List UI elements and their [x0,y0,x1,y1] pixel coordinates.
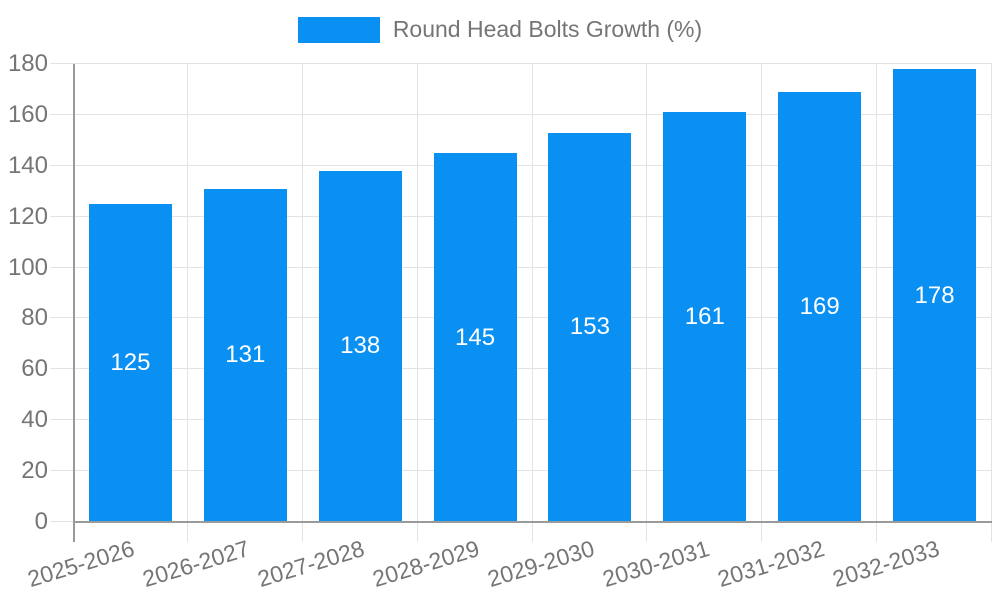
gridline-vertical [876,64,877,522]
legend-label: Round Head Bolts Growth (%) [392,16,703,42]
y-axis-label: 160 [7,100,48,128]
y-axis-label: 80 [21,304,48,332]
bar-2025-2026: 125 [88,203,172,522]
y-axis-tick [50,113,73,115]
y-axis-tick [50,164,73,166]
gridline-vertical [761,64,762,522]
bar-value-label: 161 [684,303,725,331]
y-axis-label: 180 [7,50,48,77]
bar-2029-2030: 153 [548,132,632,522]
bar-value-label: 145 [455,323,496,351]
y-axis-label: 0 [34,508,48,535]
y-axis-tick [50,215,73,217]
y-axis-line [73,64,75,542]
gridline-vertical [302,64,303,522]
bar-2027-2028: 138 [318,170,402,522]
y-axis-label: 100 [7,253,48,281]
y-axis-tick [50,419,73,421]
x-axis-line [73,521,992,523]
x-axis-tick [991,522,992,542]
bar-value-label: 131 [225,341,266,369]
y-axis-label: 120 [7,202,48,230]
x-axis-tick [761,522,762,542]
y-axis-tick [50,368,73,370]
bar-value-label: 169 [799,293,840,320]
y-axis-label: 60 [21,355,48,383]
bar-2030-2031: 161 [663,112,747,522]
y-axis-tick [50,470,73,472]
gridline-vertical [646,64,647,522]
bar-value-label: 178 [914,281,955,309]
gridline-vertical [532,64,533,522]
bar-2028-2029: 145 [433,153,517,522]
legend[interactable]: Round Head Bolts Growth (%) [0,16,1000,43]
gridline-vertical [187,64,188,522]
y-axis-tick [50,63,73,64]
bar-value-label: 125 [110,348,151,376]
plot-area: 0 20 40 60 80 100 120 140 160 180 125 131 138 145 153 1… [8,52,992,592]
x-axis-tick [302,522,303,542]
y-axis-label: 40 [21,406,48,434]
legend-swatch [297,16,380,43]
y-axis-tick [50,521,73,522]
y-axis-label: 20 [21,457,48,485]
bar-value-label: 153 [569,313,610,341]
bar-2026-2027: 131 [203,188,287,522]
x-axis-tick [646,522,647,542]
x-axis-tick [876,522,877,542]
y-axis-tick [50,266,73,268]
bar-value-label: 138 [340,332,381,360]
y-axis-tick [50,317,73,319]
bar-2032-2033: 178 [893,69,977,522]
y-axis-label: 140 [7,151,48,179]
gridline-vertical [417,64,418,522]
x-axis-tick [417,522,418,542]
x-axis-tick [532,522,533,542]
bar-2031-2032: 169 [778,92,862,522]
gridline-vertical [991,64,992,522]
gridline-horizontal [73,63,992,64]
x-axis-tick [187,522,188,542]
